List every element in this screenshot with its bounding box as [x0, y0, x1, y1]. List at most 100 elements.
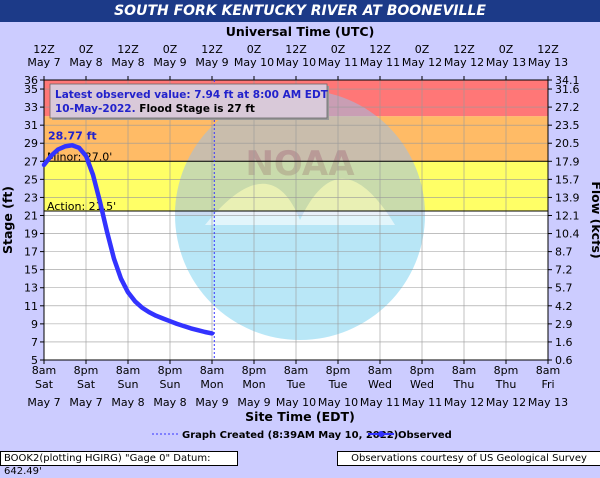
- latest-box: [49, 83, 328, 119]
- left-tick-label: 7: [31, 336, 38, 349]
- observed-point: [98, 200, 102, 204]
- datum-footer: BOOK2(plotting HGIRG) "Gage 0" Datum: 64…: [0, 451, 238, 477]
- right-tick-label: 0.6: [555, 354, 573, 367]
- right-tick-label: 5.7: [555, 282, 573, 295]
- bottom-tick-time: 8am: [32, 364, 56, 377]
- bottom-tick-day: Sun: [160, 378, 181, 391]
- observed-point: [112, 257, 116, 261]
- left-tick-label: 17: [24, 246, 38, 259]
- bottom-tick-date: May 10: [276, 396, 316, 409]
- bottom-tick-time: 8pm: [242, 364, 267, 377]
- top-tick-date: May 12: [402, 56, 442, 69]
- bottom-tick-time: 8am: [116, 364, 140, 377]
- noaa-watermark: NOAA: [175, 90, 425, 340]
- left-tick-label: 21: [24, 209, 38, 222]
- latest-date-flood-text: 10-May-2022. Flood Stage is 27 ft: [55, 103, 255, 115]
- top-tick-date: May 10: [234, 56, 274, 69]
- bottom-tick-day: Thu: [495, 378, 517, 391]
- top-axis-title: Universal Time (UTC): [226, 24, 375, 39]
- top-tick-time: 12Z: [117, 43, 139, 56]
- top-tick-time: 12Z: [537, 43, 559, 56]
- right-tick-label: 10.4: [555, 228, 580, 241]
- right-tick-label: 12.1: [555, 209, 580, 222]
- observed-point: [168, 319, 172, 323]
- bottom-tick-date: May 11: [402, 396, 442, 409]
- top-tick-date: May 9: [153, 56, 186, 69]
- right-tick-label: 1.6: [555, 336, 573, 349]
- observed-point: [126, 290, 130, 294]
- observed-point: [63, 144, 67, 148]
- bottom-tick-day: Wed: [410, 378, 434, 391]
- bottom-tick-date: May 7: [27, 396, 60, 409]
- observed-point: [105, 230, 109, 234]
- bottom-tick-time: 8am: [200, 364, 224, 377]
- left-tick-label: 13: [24, 282, 38, 295]
- top-tick-time: 12Z: [369, 43, 391, 56]
- observed-point: [189, 326, 193, 330]
- noaa-emblem-circle: [175, 90, 425, 340]
- bottom-tick-time: 8pm: [410, 364, 435, 377]
- bottom-tick-date: May 12: [486, 396, 526, 409]
- left-tick-label: 9: [31, 318, 38, 331]
- top-tick-date: May 11: [318, 56, 358, 69]
- bottom-tick-date: May 7: [69, 396, 102, 409]
- bottom-tick-time: 8am: [368, 364, 392, 377]
- observed-point: [196, 328, 200, 332]
- left-tick-label: 29: [24, 137, 38, 150]
- top-tick-time: 0Z: [415, 43, 430, 56]
- bottom-tick-time: 8pm: [158, 364, 183, 377]
- bottom-tick-time: 8pm: [494, 364, 519, 377]
- observed-point: [77, 146, 81, 150]
- top-tick-time: 12Z: [201, 43, 223, 56]
- left-tick-label: 23: [24, 191, 38, 204]
- top-tick-date: May 13: [528, 56, 568, 69]
- top-tick-date: May 7: [27, 56, 60, 69]
- right-tick-label: 20.5: [555, 137, 580, 150]
- left-tick-label: 31: [24, 119, 38, 132]
- right-tick-label: 8.7: [555, 246, 573, 259]
- bottom-tick-date: May 11: [360, 396, 400, 409]
- legend-observed-label: Observed: [398, 430, 452, 441]
- top-tick-time: 12Z: [33, 43, 55, 56]
- right-tick-label: 27.2: [555, 101, 580, 114]
- legend-observed-marker: [378, 431, 384, 437]
- bottom-tick-day: Wed: [368, 378, 392, 391]
- bottom-tick-date: May 8: [153, 396, 186, 409]
- bottom-tick-day: Sat: [77, 378, 96, 391]
- right-tick-label: 15.7: [555, 173, 580, 186]
- axis-titles: Universal Time (UTC) Site Time (EDT) Stage…: [0, 24, 600, 424]
- bottom-tick-day: Sat: [35, 378, 54, 391]
- right-axis-title: Flow (kcfs): [589, 181, 600, 258]
- observed-point: [91, 173, 95, 177]
- top-tick-date: May 9: [195, 56, 228, 69]
- bottom-tick-time: 8pm: [326, 364, 351, 377]
- noaa-emblem-top: [175, 90, 425, 215]
- right-tick-label: 34.1: [555, 74, 580, 87]
- legend-graph-created-label: Graph Created (8:39AM May 10, 2022): [182, 430, 398, 441]
- hydrograph-chart: NOAA Minor: 27.0' Action: 21.5' Latest obs…: [0, 24, 600, 441]
- top-tick-date: May 8: [69, 56, 102, 69]
- threshold-label: Action: 21.5': [47, 200, 116, 213]
- bottom-tick-day: Tue: [328, 378, 348, 391]
- noaa-emblem-lettering: NOAA: [245, 144, 355, 184]
- left-tick-label: 11: [24, 300, 38, 313]
- top-tick-date: May 11: [360, 56, 400, 69]
- left-tick-label: 5: [31, 354, 38, 367]
- observed-point: [133, 299, 137, 303]
- observed-point: [203, 330, 207, 334]
- bottom-tick-date: May 10: [318, 396, 358, 409]
- bottom-tick-time: 8am: [284, 364, 308, 377]
- bottom-tick-day: Mon: [242, 378, 265, 391]
- top-tick-time: 12Z: [285, 43, 307, 56]
- left-tick-label: 15: [24, 264, 38, 277]
- left-tick-label: 27: [24, 155, 38, 168]
- bottom-tick-date: May 8: [111, 396, 144, 409]
- threshold-label: Minor: 27.0': [47, 150, 112, 163]
- observed-point: [161, 316, 165, 321]
- top-tick-date: May 8: [111, 56, 144, 69]
- observed-point: [70, 143, 74, 147]
- threshold-lines: Minor: 27.0' Action: 21.5' Latest observed…: [44, 80, 548, 360]
